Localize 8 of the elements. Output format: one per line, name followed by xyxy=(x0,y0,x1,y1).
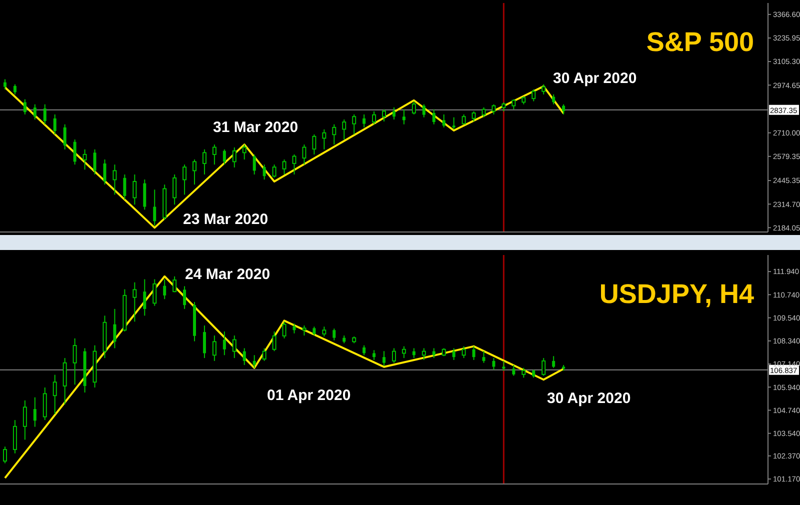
annotation: 23 Mar 2020 xyxy=(183,211,268,228)
text: S&P 500 xyxy=(646,27,754,57)
annotation: 31 Mar 2020 xyxy=(213,119,298,136)
annotation: 01 Apr 2020 xyxy=(267,387,351,404)
annotation: 30 Apr 2020 xyxy=(553,70,637,87)
annotation: 30 Apr 2020 xyxy=(547,390,631,407)
annotation: 24 Mar 2020 xyxy=(185,266,270,283)
text: USDJPY, H4 xyxy=(599,279,754,309)
